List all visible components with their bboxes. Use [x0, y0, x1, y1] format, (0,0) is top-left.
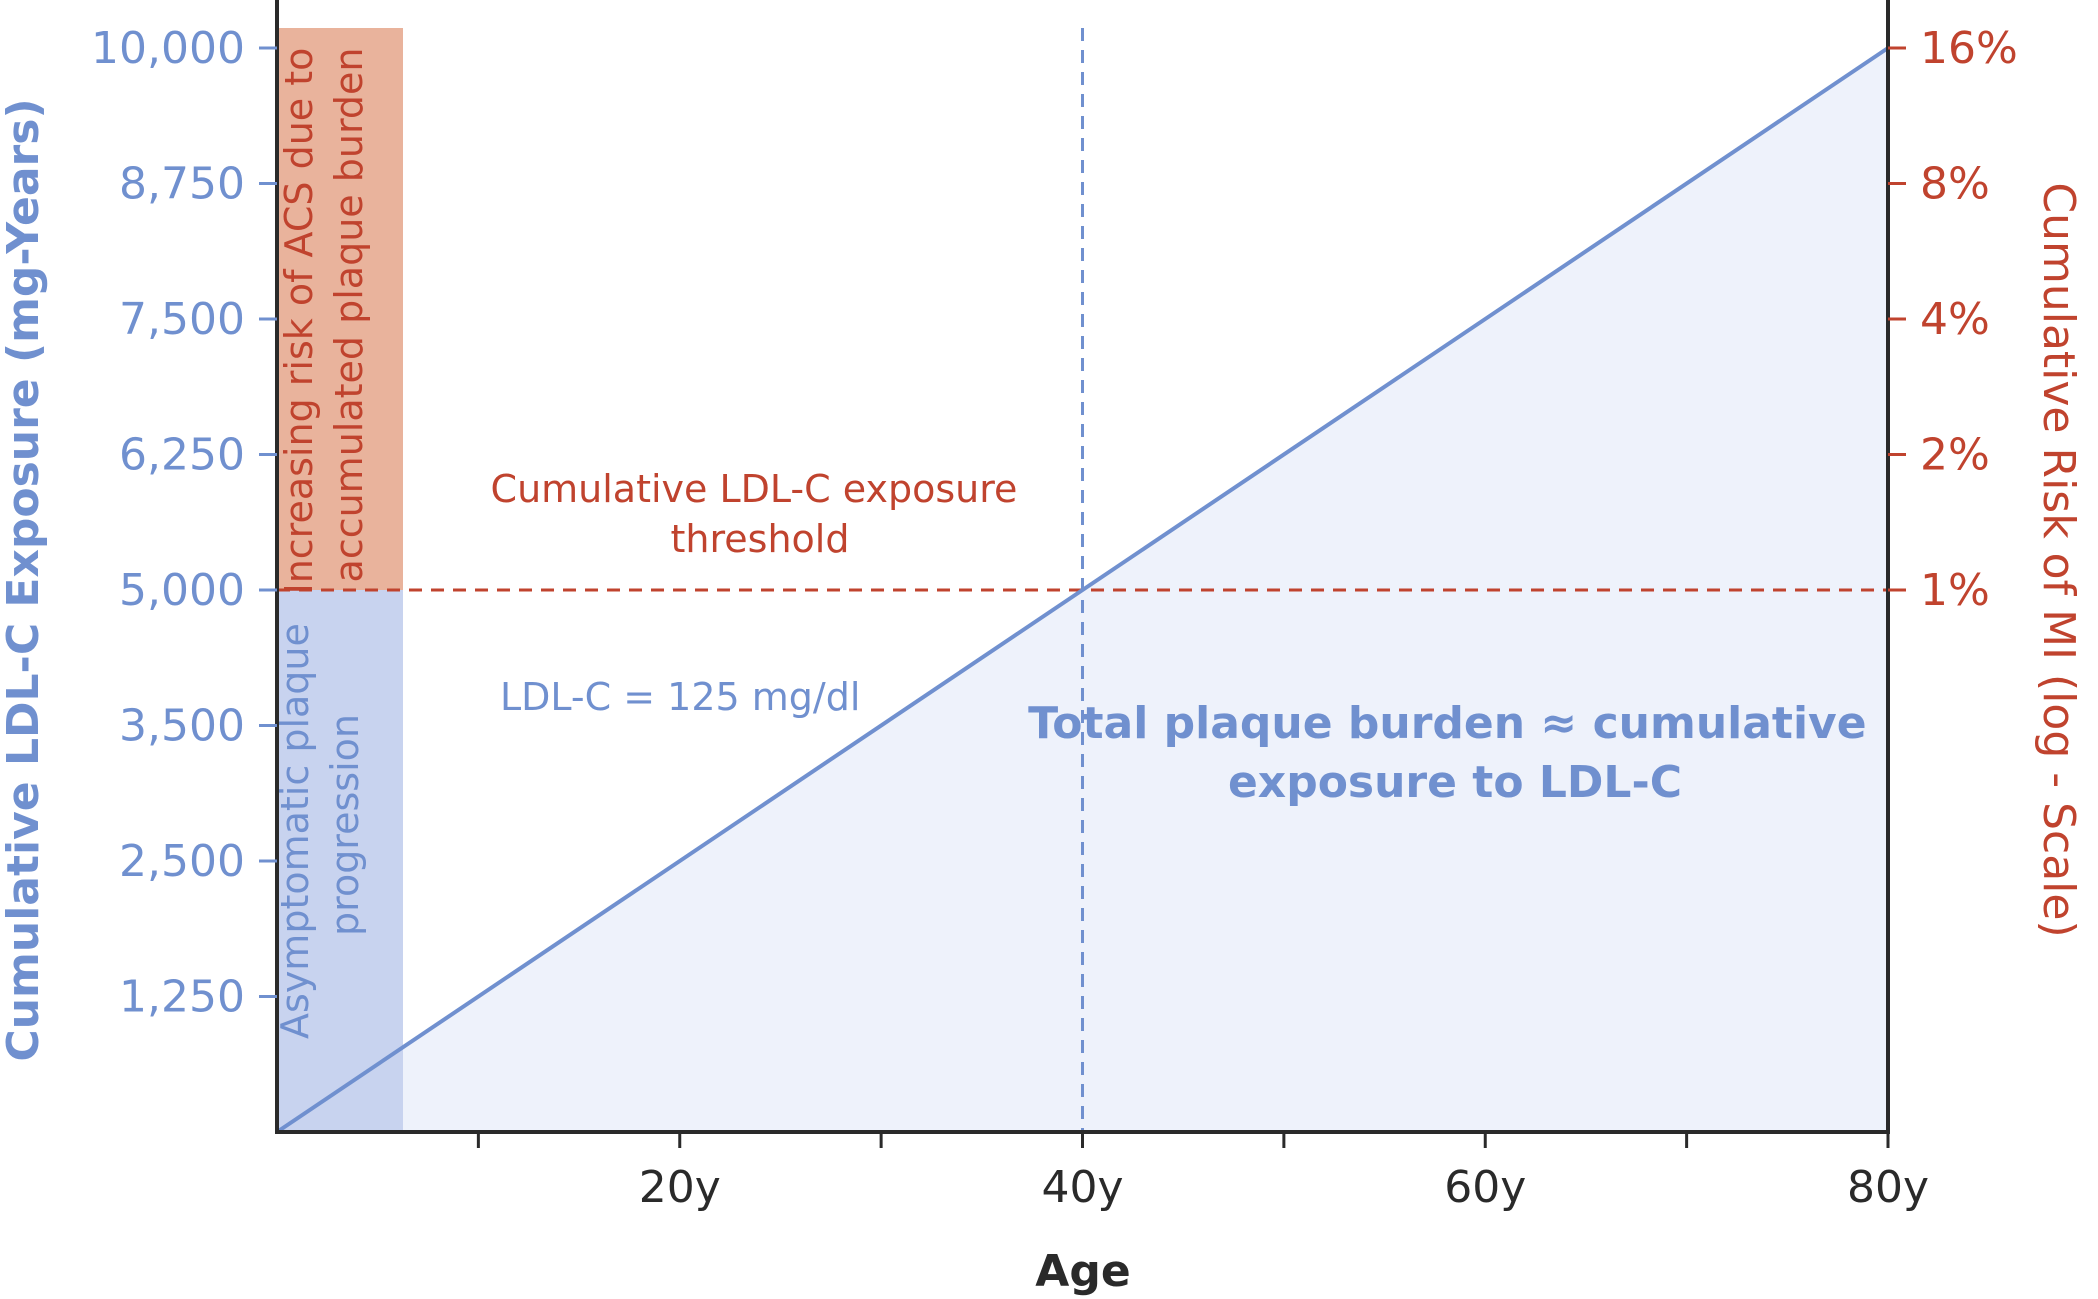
series-label: LDL-C = 125 mg/dl	[500, 675, 860, 719]
left-y-ticks: 1,250 2,500 3,500 5,000 6,250 7,500 8,750 10,00…	[91, 23, 277, 1023]
threshold-label: Cumulative LDL-C exposure threshold	[491, 467, 1030, 561]
right-tick-label: 4%	[1920, 294, 1990, 345]
left-tick-label: 6,250	[119, 430, 245, 481]
increasing-risk-band-label: Increasing risk of ACS due to accumulate…	[277, 35, 371, 594]
plaque-burden-annotation: Total plaque burden ≈ cumulative exposur…	[1028, 698, 1882, 808]
left-tick-label: 1,250	[119, 972, 245, 1023]
right-y-ticks: 1% 2% 4% 8% 16%	[1888, 23, 2018, 616]
right-axis-title: Cumulative Risk of MI (log - Scale)	[2033, 182, 2084, 937]
asymptomatic-band-label: Asymptomatic plaque progression	[273, 611, 367, 1039]
left-tick-label: 2,500	[119, 836, 245, 887]
left-axis-title: Cumulative LDL-C Exposure (mg-Years)	[0, 98, 49, 1061]
left-tick-label: 10,000	[91, 23, 245, 74]
right-tick-label: 8%	[1920, 159, 1990, 210]
x-axis-title: Age	[1035, 1246, 1130, 1297]
asymptomatic-band	[277, 590, 403, 1132]
exposure-line	[275, 46, 1890, 1134]
x-tick-label: 40y	[1041, 1162, 1123, 1213]
left-tick-label: 7,500	[119, 294, 245, 345]
left-tick-label: 8,750	[119, 159, 245, 210]
left-tick-label: 5,000	[119, 565, 245, 616]
x-tick-label: 60y	[1444, 1162, 1526, 1213]
right-tick-label: 16%	[1920, 23, 2018, 74]
right-tick-label: 1%	[1920, 565, 1990, 616]
x-tick-label: 80y	[1847, 1162, 1929, 1213]
x-tick-label: 20y	[639, 1162, 721, 1213]
left-tick-label: 3,500	[119, 701, 245, 752]
right-tick-label: 2%	[1920, 430, 1990, 481]
x-ticks: 20y 40y 60y 80y	[476, 1132, 1929, 1213]
increasing-risk-band	[277, 28, 403, 590]
